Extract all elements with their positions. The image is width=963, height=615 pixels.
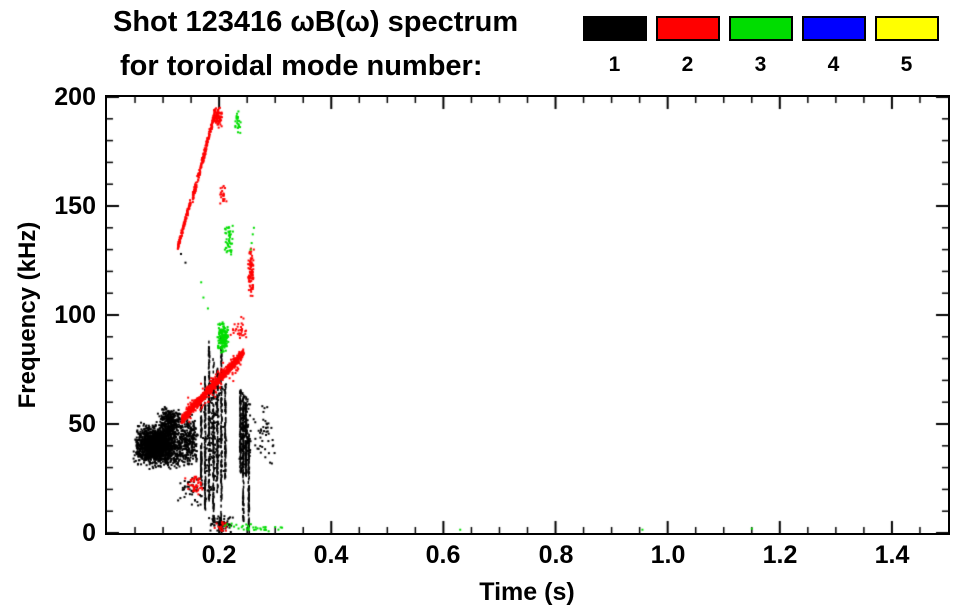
y-tick-label: 0 [82,519,96,547]
plot-area [105,95,950,535]
legend-label-mode-3: 3 [754,53,767,76]
legend-entry-mode-4: 4 [797,10,870,77]
plot-canvas [107,97,948,533]
x-tick-label: 1.0 [650,541,686,569]
figure-title-line1: Shot 123416 ωB(ω) spectrum [113,6,519,38]
y-tick-label: 150 [54,192,96,220]
x-tick-label: 1.4 [874,541,910,569]
x-tick-label: 0.6 [425,541,461,569]
legend-swatch-mode-3 [728,16,793,41]
x-tick-label: 0.2 [201,541,237,569]
legend-entry-mode-5: 5 [870,10,943,77]
mode-legend: 1 2 3 4 5 [578,10,946,77]
legend-swatch-mode-4 [801,16,866,41]
legend-swatch-mode-1 [582,16,647,41]
figure-title-line2: for toroidal mode number: [120,50,483,82]
x-tick-label: 1.2 [762,541,798,569]
legend-label-mode-4: 4 [827,53,840,76]
x-axis-title: Time (s) [479,578,575,606]
legend-entry-mode-2: 2 [651,10,724,77]
legend-label-mode-5: 5 [900,53,913,76]
x-tick-label: 0.8 [538,541,574,569]
legend-label-mode-1: 1 [608,53,621,76]
y-tick-label: 50 [68,410,96,438]
legend-label-mode-2: 2 [681,53,694,76]
y-tick-label: 100 [54,301,96,329]
legend-swatch-mode-2 [655,16,720,41]
legend-entry-mode-3: 3 [724,10,797,77]
legend-entry-mode-1: 1 [578,10,651,77]
y-tick-label: 200 [54,83,96,111]
legend-swatch-mode-5 [874,16,939,41]
x-tick-label: 0.4 [313,541,349,569]
